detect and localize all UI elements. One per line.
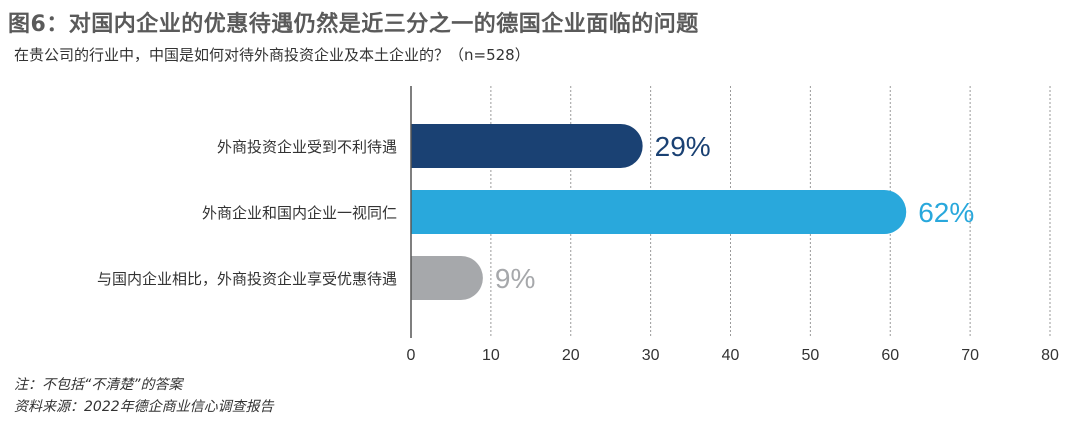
x-tick-label: 80 xyxy=(1041,347,1059,364)
x-tick-label: 70 xyxy=(961,347,979,364)
x-tick-label: 30 xyxy=(642,347,660,364)
category-label: 与国内企业相比，外商投资企业享受优惠待遇 xyxy=(97,270,397,288)
x-tick-label: 20 xyxy=(562,347,580,364)
chart-subtitle: 在贵公司的行业中，中国是如何对待外商投资企业及本土企业的？（n=528） xyxy=(14,46,530,64)
x-tick-label: 50 xyxy=(801,347,819,364)
category-label: 外商投资企业受到不利待遇 xyxy=(217,138,397,156)
category-label: 外商企业和国内企业一视同仁 xyxy=(202,204,397,222)
bar xyxy=(411,256,483,300)
bar xyxy=(411,124,643,168)
data-label: 29% xyxy=(655,131,711,162)
x-tick-label: 10 xyxy=(482,347,500,364)
data-label: 9% xyxy=(495,263,535,294)
x-tick-label: 0 xyxy=(407,347,416,364)
chart-title: 图6：对国内企业的优惠待遇仍然是近三分之一的德国企业面临的问题 xyxy=(8,12,699,37)
bar xyxy=(411,190,907,234)
x-tick-label: 60 xyxy=(881,347,899,364)
source-note: 资料来源：2022年德企商业信心调查报告 xyxy=(14,399,274,415)
data-label: 62% xyxy=(918,197,974,228)
x-tick-label: 40 xyxy=(722,347,740,364)
footnote: 注：不包括“不清楚”的答案 xyxy=(14,377,183,393)
